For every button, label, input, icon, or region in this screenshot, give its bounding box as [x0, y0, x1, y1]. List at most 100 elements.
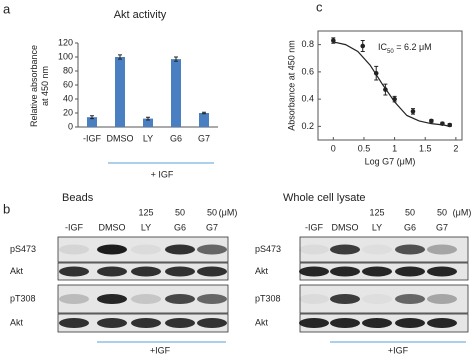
panel-label: c	[316, 0, 323, 14]
x-tick-label: 1.5	[419, 143, 432, 153]
band	[299, 318, 329, 328]
x-tick-label: 0	[331, 143, 336, 153]
lane-label: LY	[141, 222, 151, 232]
lane-label: G7	[206, 222, 218, 232]
band	[362, 266, 392, 277]
band	[59, 244, 89, 255]
lane-label: DMSO	[332, 222, 359, 232]
row-label: Akt	[255, 266, 269, 276]
blot-title: Beads	[62, 192, 94, 204]
error-bar	[90, 115, 94, 120]
panel-label: b	[3, 201, 10, 216]
band	[131, 244, 161, 255]
point	[392, 96, 397, 102]
blot-strip	[299, 236, 469, 263]
point	[331, 38, 336, 43]
band	[427, 244, 457, 255]
blot-title: Whole cell lysate	[283, 192, 366, 204]
annotation-sub: 50	[387, 49, 394, 55]
treatment-label: +IGF	[150, 345, 171, 355]
band	[362, 318, 392, 328]
row-label: pS473	[10, 244, 36, 254]
band	[427, 318, 457, 328]
band	[59, 294, 89, 304]
band	[299, 266, 329, 277]
band	[165, 318, 195, 328]
y-tick-label: 0	[68, 121, 73, 131]
annotation: + IGF	[151, 169, 174, 179]
x-tick-label: DMSO	[107, 133, 134, 143]
blot-strip	[299, 284, 469, 314]
point	[373, 70, 379, 76]
band	[97, 244, 127, 255]
band	[362, 294, 392, 304]
band	[330, 318, 360, 328]
annotation-main: IC	[378, 42, 388, 52]
x-tick-label: LY	[143, 133, 153, 143]
annotation: IC50 = 6.2 μM	[378, 42, 432, 54]
band	[165, 294, 195, 304]
y-tick-label: 100	[58, 51, 73, 61]
dose-label: 50	[405, 207, 415, 217]
band	[131, 294, 161, 304]
y-tick-label: 0.2	[301, 121, 314, 131]
x-tick-label: G7	[198, 133, 210, 143]
band	[97, 318, 127, 328]
y-axis-label-line: at 450 nm	[40, 66, 50, 106]
chart-title: Akt activity	[114, 9, 167, 21]
unit-label: (μM)	[219, 207, 238, 217]
x-axis-label: Log G7 (μM)	[365, 156, 416, 166]
band	[97, 266, 127, 277]
band	[427, 294, 457, 304]
dose-label: 50	[175, 207, 185, 217]
band	[131, 318, 161, 328]
treatment-label: +IGF	[388, 345, 409, 355]
y-tick-label: 80	[63, 65, 73, 75]
band	[59, 318, 89, 328]
lane-label: G6	[174, 222, 186, 232]
band	[197, 266, 227, 277]
error-bar	[202, 111, 206, 115]
band	[395, 266, 425, 277]
x-tick-label: -IGF	[83, 133, 101, 143]
y-tick-label: 120	[58, 37, 73, 47]
y-axis-label-line: Relative absorbance	[29, 45, 39, 127]
band	[362, 244, 392, 255]
lane-label: DMSO	[99, 222, 126, 232]
band	[330, 244, 360, 255]
row-label: Akt	[10, 317, 24, 327]
lane-label: -IGF	[65, 222, 83, 232]
y-tick-label: 20	[63, 107, 73, 117]
band	[197, 294, 227, 304]
band	[395, 294, 425, 304]
point	[429, 118, 434, 124]
bar	[87, 117, 97, 127]
error-bar	[174, 56, 178, 62]
row-label: Akt	[10, 266, 24, 276]
dose-label: 125	[369, 207, 384, 217]
lane-label: G7	[436, 222, 448, 232]
error-bar	[118, 54, 122, 60]
error-bar	[146, 116, 150, 121]
band	[395, 318, 425, 328]
bar	[199, 113, 209, 127]
y-tick-label: 40	[63, 93, 73, 103]
y-axis-label: Absorbance at 450 nm	[286, 40, 296, 131]
lane-label: -IGF	[305, 222, 323, 232]
point	[410, 109, 416, 114]
band	[395, 244, 425, 255]
band	[330, 266, 360, 277]
row-label: pT308	[10, 293, 36, 303]
x-tick-label: 1	[392, 143, 397, 153]
band	[165, 266, 195, 277]
row-label: pS473	[255, 244, 281, 254]
bar	[171, 59, 181, 127]
point	[440, 121, 445, 126]
band	[165, 244, 195, 255]
dose-label: 50	[207, 207, 217, 217]
x-tick-label: 0.5	[358, 143, 371, 153]
y-tick-label: 0.8	[301, 39, 314, 49]
lane-label: LY	[372, 222, 382, 232]
band	[299, 244, 329, 255]
band	[197, 318, 227, 328]
